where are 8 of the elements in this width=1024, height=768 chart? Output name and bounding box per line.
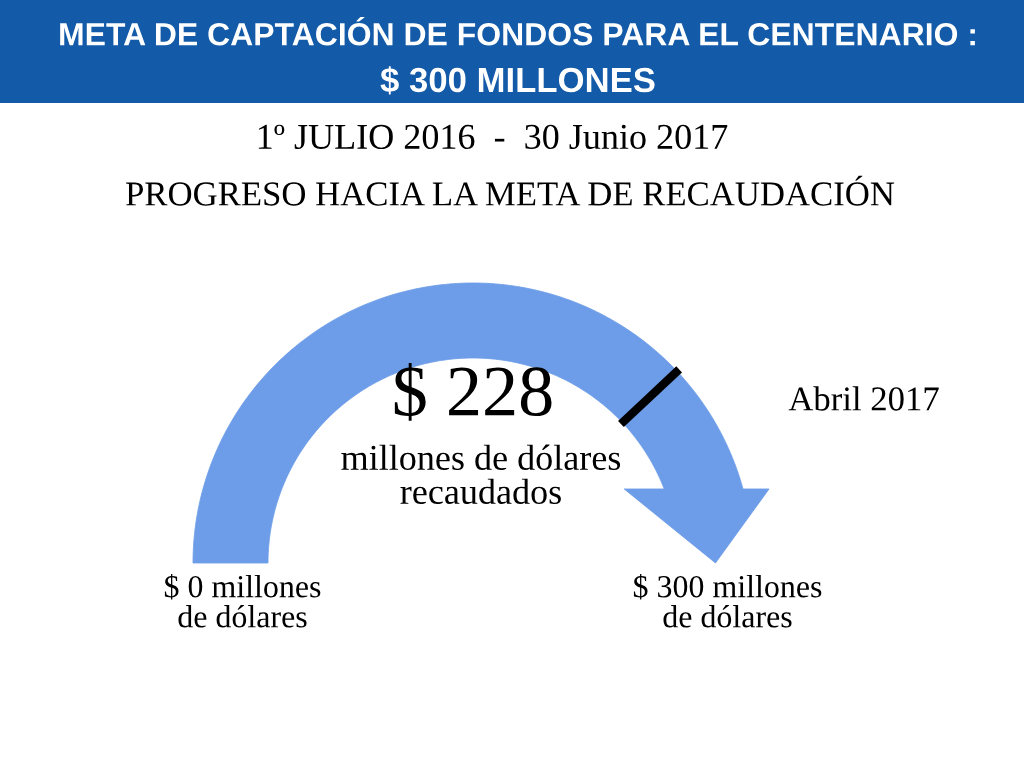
text: millones de dólares recaudados	[341, 444, 621, 505]
chart-title: META DE CAPTACIÓN DE FONDOS PARA EL CENTENARIO : $ 300 MILLONES	[60, 16, 975, 95]
data-label: $ 228	[394, 363, 552, 421]
chart-subtitle: 1º JULIO 2016 - 30 Junio 2017	[258, 124, 728, 150]
text: Abril 2017	[788, 386, 939, 411]
text: $ 0 millones de dólares	[164, 574, 321, 628]
text: $ 300 millones de dólares	[633, 574, 822, 628]
text: PROGRESO HACIA LA META DE RECAUDACIÓN	[126, 175, 895, 206]
